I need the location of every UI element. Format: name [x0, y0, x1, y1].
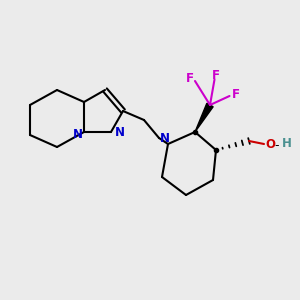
Text: O: O	[266, 137, 275, 151]
Text: -: -	[275, 139, 279, 152]
Text: H: H	[282, 137, 292, 150]
Text: N: N	[72, 128, 82, 141]
Text: F: F	[212, 69, 220, 82]
Text: N: N	[114, 125, 124, 139]
Text: F: F	[186, 71, 194, 85]
Text: F: F	[232, 88, 240, 101]
Polygon shape	[195, 103, 213, 132]
Text: N: N	[160, 132, 170, 145]
